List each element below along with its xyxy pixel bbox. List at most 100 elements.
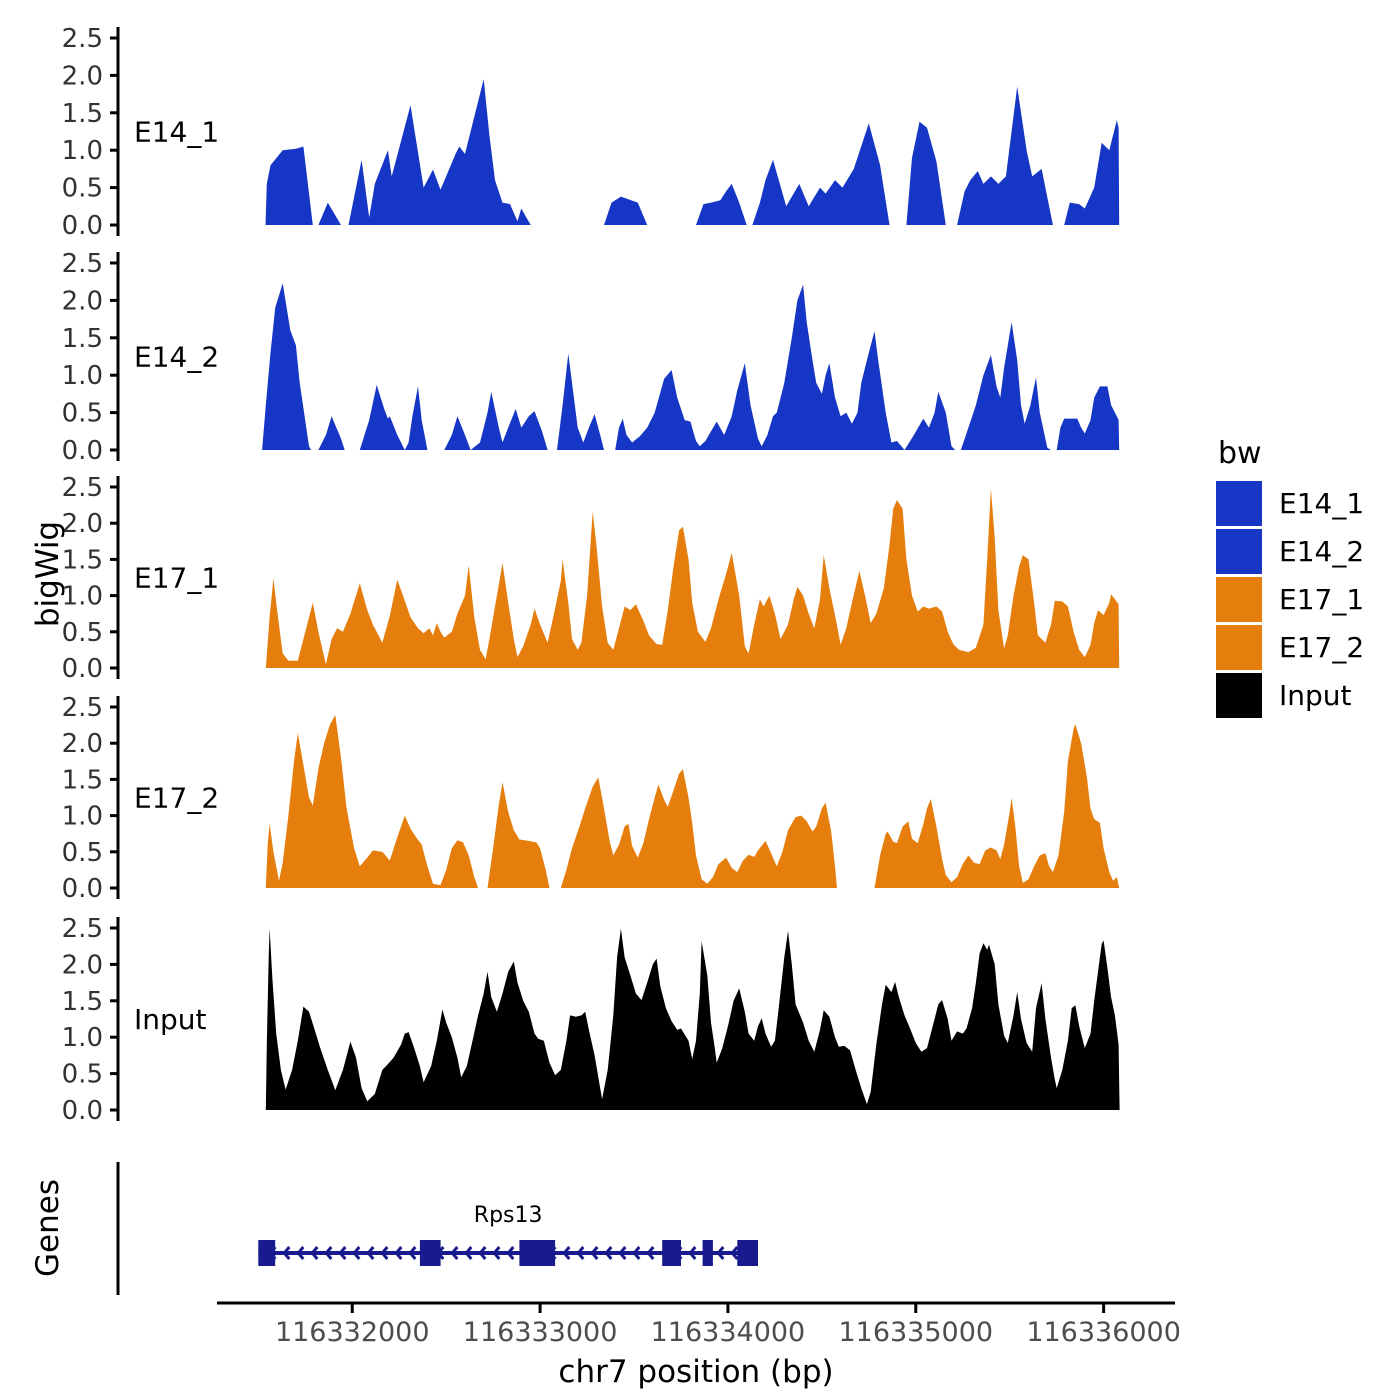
gene-exon xyxy=(662,1240,681,1266)
gene-exon xyxy=(419,1240,441,1266)
x-tick-label: 116333000 xyxy=(463,1317,618,1348)
y-tick-label: 2.5 xyxy=(62,249,103,279)
y-tick-label: 2.0 xyxy=(62,286,103,316)
strand-arrow-icon xyxy=(576,1246,585,1260)
y-tick-label: 0.0 xyxy=(62,211,103,241)
legend-label: Input xyxy=(1279,679,1352,712)
track-label-E14_2: E14_2 xyxy=(134,341,219,374)
y-tick-label: 2.5 xyxy=(62,693,103,723)
coverage-area-E14_2 xyxy=(262,283,1120,450)
strand-arrow-icon xyxy=(282,1246,291,1260)
strand-arrow-icon xyxy=(618,1246,627,1260)
track-label-E14_1: E14_1 xyxy=(134,116,219,149)
legend-entry-E17_2: E17_2 xyxy=(1216,625,1364,670)
coverage-area-E14_1 xyxy=(265,79,1120,225)
y-tick-label: 1.5 xyxy=(62,545,103,575)
y-tick-label: 1.0 xyxy=(62,582,103,612)
strand-arrow-icon xyxy=(646,1246,655,1260)
y-tick-label: 2.0 xyxy=(62,950,103,980)
track-label-E17_1: E17_1 xyxy=(134,562,219,595)
x-tick-label: 116336000 xyxy=(1026,1317,1181,1348)
strand-arrow-icon xyxy=(730,1246,739,1260)
strand-arrow-icon xyxy=(352,1246,361,1260)
strand-arrow-icon xyxy=(716,1246,725,1260)
y-tick-label: 0.5 xyxy=(62,174,103,204)
legend-title: bw xyxy=(1218,436,1262,471)
legend-swatch-Input xyxy=(1216,673,1262,718)
y-tick-label: 2.5 xyxy=(62,473,103,503)
legend-items: E14_1 E14_2 E17_1 E17_2 Input xyxy=(1216,481,1364,718)
x-tick-label: 116332000 xyxy=(275,1317,430,1348)
y-tick-label: 2.0 xyxy=(62,729,103,759)
strand-arrow-icon xyxy=(310,1246,319,1260)
strand-arrow-icon xyxy=(394,1246,403,1260)
gene-exon xyxy=(258,1240,276,1266)
y-tick-label: 0.5 xyxy=(62,618,103,648)
legend-swatch-E14_1 xyxy=(1216,481,1262,526)
strand-arrow-icon xyxy=(380,1246,389,1260)
strand-arrow-icon xyxy=(450,1246,459,1260)
strand-arrow-icon xyxy=(464,1246,473,1260)
y-tick-label: 0.5 xyxy=(62,1060,103,1090)
y-tick-label: 1.0 xyxy=(62,136,103,166)
y-tick-label: 1.5 xyxy=(62,765,103,795)
gene-exon xyxy=(519,1240,556,1266)
coverage-area-E17_1 xyxy=(265,488,1120,668)
y-tick-label: 1.0 xyxy=(62,802,103,832)
gene-exon xyxy=(737,1240,758,1266)
gene-name-label: Rps13 xyxy=(474,1203,543,1228)
legend-swatch-E14_2 xyxy=(1216,529,1262,574)
y-tick-label: 1.5 xyxy=(62,987,103,1017)
legend: bw E14_1 E14_2 E17_1 E17_2 Input xyxy=(1216,436,1364,721)
strand-arrow-icon xyxy=(590,1246,599,1260)
gene-exon xyxy=(702,1240,713,1266)
strand-arrow-icon xyxy=(338,1246,347,1260)
strand-arrow-icon xyxy=(478,1246,487,1260)
strand-arrow-icon xyxy=(296,1246,305,1260)
legend-label: E14_1 xyxy=(1279,487,1365,520)
y-tick-label: 2.5 xyxy=(62,24,103,54)
strand-arrow-icon xyxy=(604,1246,613,1260)
strand-arrow-icon xyxy=(408,1246,417,1260)
strand-arrow-icon xyxy=(324,1246,333,1260)
y-tick-label: 0.0 xyxy=(62,1096,103,1126)
legend-label: E14_2 xyxy=(1279,535,1365,568)
y-tick-label: 1.5 xyxy=(62,99,103,129)
y-tick-label: 0.5 xyxy=(62,399,103,429)
y-tick-label: 2.0 xyxy=(62,61,103,91)
y-tick-label: 0.0 xyxy=(62,436,103,466)
x-tick-label: 116334000 xyxy=(651,1317,806,1348)
legend-entry-E14_1: E14_1 xyxy=(1216,481,1364,526)
strand-arrow-icon xyxy=(632,1246,641,1260)
y-tick-label: 1.5 xyxy=(62,324,103,354)
legend-swatch-E17_2 xyxy=(1216,625,1262,670)
y-tick-label: 0.0 xyxy=(62,654,103,684)
coverage-area-Input xyxy=(265,928,1120,1110)
track-label-E17_2: E17_2 xyxy=(134,782,219,815)
legend-entry-E17_1: E17_1 xyxy=(1216,577,1364,622)
y-tick-label: 1.0 xyxy=(62,361,103,391)
strand-arrow-icon xyxy=(366,1246,375,1260)
y-tick-label: 0.0 xyxy=(62,874,103,904)
y-tick-label: 2.0 xyxy=(62,509,103,539)
genes-axis-title: Genes xyxy=(30,1179,66,1277)
legend-swatch-E17_1 xyxy=(1216,577,1262,622)
y-tick-label: 1.0 xyxy=(62,1023,103,1053)
legend-label: E17_1 xyxy=(1279,583,1365,616)
legend-label: E17_2 xyxy=(1279,631,1365,664)
legend-entry-Input: Input xyxy=(1216,673,1364,718)
y-tick-label: 0.5 xyxy=(62,838,103,868)
y-tick-label: 2.5 xyxy=(62,914,103,944)
coverage-area-E17_2 xyxy=(265,715,1120,888)
strand-arrow-icon xyxy=(562,1246,571,1260)
legend-entry-E14_2: E14_2 xyxy=(1216,529,1364,574)
strand-arrow-icon xyxy=(506,1246,515,1260)
x-axis-title: chr7 position (bp) xyxy=(558,1354,834,1390)
strand-arrow-icon xyxy=(492,1246,501,1260)
strand-arrow-icon xyxy=(688,1246,697,1260)
x-tick-label: 116335000 xyxy=(838,1317,993,1348)
track-label-Input: Input xyxy=(134,1003,207,1036)
y-axis-title: bigWig xyxy=(30,520,66,628)
